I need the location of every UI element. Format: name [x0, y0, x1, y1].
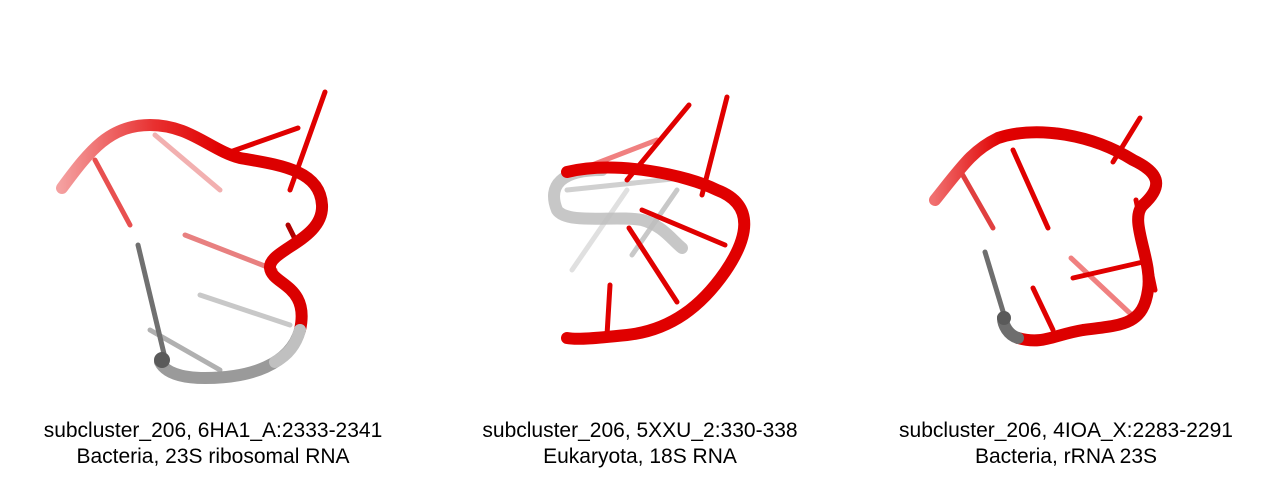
- caption-subtitle: Bacteria, rRNA 23S: [974, 445, 1158, 468]
- rna-structure-4IOA_X: [929, 115, 1163, 347]
- caption-2: subcluster_206, 5XXU_2:330-338 Eukaryota…: [427, 418, 853, 470]
- terminal-sphere: [997, 311, 1011, 325]
- caption-title: subcluster_206, 6HA1_A:2333-2341: [43, 419, 383, 442]
- backbone-red: [929, 126, 1163, 347]
- backbone-grey: [548, 164, 688, 254]
- caption-subtitle: Bacteria, 23S ribosomal RNA: [76, 445, 350, 468]
- rna-structure-5XXU_2: [548, 94, 751, 345]
- backbone-red: [561, 161, 751, 345]
- base-sticks: [92, 89, 328, 373]
- structure-panel-3: subcluster_206, 4IOA_X:2283-2291 Bacteri…: [853, 0, 1279, 480]
- caption-title: subcluster_206, 4IOA_X:2283-2291: [899, 419, 1233, 442]
- caption-1: subcluster_206, 6HA1_A:2333-2341 Bacteri…: [0, 418, 426, 470]
- caption-subtitle: Eukaryota, 18S RNA: [543, 445, 737, 468]
- structure-panel-2: subcluster_206, 5XXU_2:330-338 Eukaryota…: [427, 0, 853, 480]
- backbone-red: [56, 118, 328, 336]
- caption-title: subcluster_206, 5XXU_2:330-338: [482, 419, 798, 442]
- terminal-sphere: [154, 352, 170, 368]
- base-sticks: [564, 94, 730, 338]
- rna-structure-6HA1_A: [56, 89, 328, 385]
- structure-panel-1: subcluster_206, 6HA1_A:2333-2341 Bacteri…: [0, 0, 426, 480]
- caption-3: subcluster_206, 4IOA_X:2283-2291 Bacteri…: [853, 418, 1279, 470]
